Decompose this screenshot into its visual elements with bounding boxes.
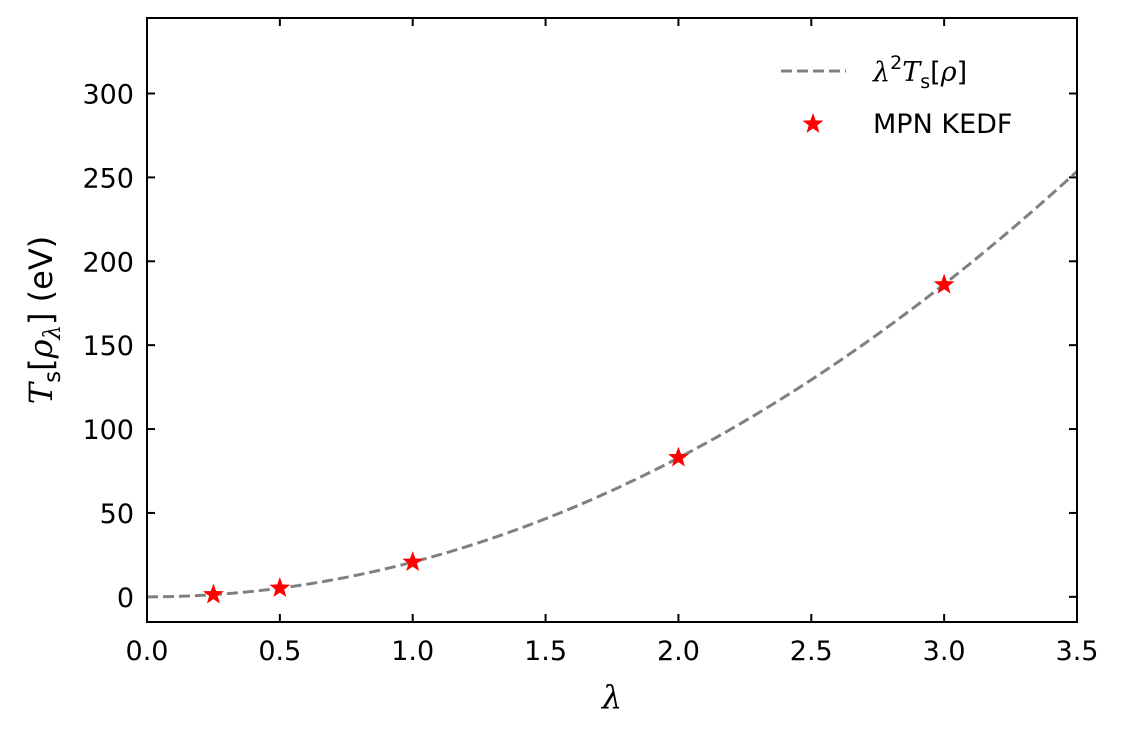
y-tick-label: 100	[82, 415, 134, 446]
x-tick-label: 3.0	[923, 636, 966, 667]
x-tick-label: 3.5	[1056, 636, 1099, 667]
x-tick-label: 1.0	[391, 636, 434, 667]
ticks-layer: 0.0 0.5 1.0 1.5 2.0 2.5 3.0 3.5 0 50 100 150 200 250 3…	[82, 18, 1098, 667]
y-tick-label: 300	[82, 80, 134, 111]
x-tick-label: 2.0	[657, 636, 700, 667]
legend-scatter-label: MPN KEDF	[873, 109, 1012, 140]
y-tick-label: 0	[117, 583, 134, 614]
y-tick-label: 200	[82, 247, 134, 278]
points-layer	[202, 273, 955, 604]
legend-scatter-swatch	[802, 113, 824, 133]
legend-curve-label: λ2Ts[ρ]	[872, 52, 967, 93]
x-tick-label: 2.5	[790, 636, 833, 667]
data-point-star	[202, 583, 224, 604]
legend: λ2Ts[ρ] MPN KEDF	[781, 52, 1012, 140]
curve-layer	[146, 170, 1079, 599]
y-tick-label: 150	[82, 331, 134, 362]
x-tick-label: 0.0	[126, 636, 169, 667]
y-tick-label: 50	[100, 499, 134, 530]
series-curve	[146, 170, 1079, 599]
data-point-star	[933, 273, 955, 294]
x-tick-label: 1.5	[524, 636, 567, 667]
data-point-star	[402, 551, 424, 571]
data-point-star	[667, 446, 689, 467]
plot-frame	[146, 17, 1078, 623]
data-point-star	[269, 577, 291, 598]
x-tick-label: 0.5	[258, 636, 301, 667]
x-axis-label: λ	[600, 678, 622, 716]
y-tick-label: 250	[82, 163, 134, 194]
y-axis-label: Ts[ρλ] (eV)	[22, 236, 66, 404]
